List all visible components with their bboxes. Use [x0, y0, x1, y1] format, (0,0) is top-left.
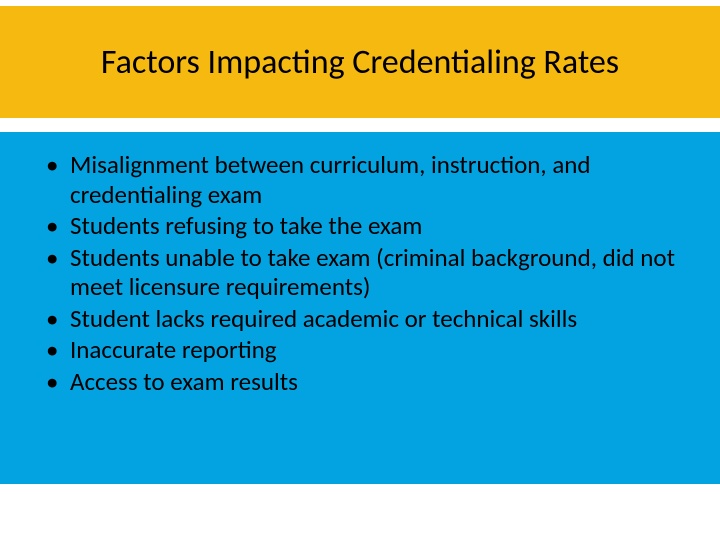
title-band: Factors Impacting Credentialing Rates	[0, 6, 720, 118]
bullet-list: Misalignment between curriculum, instruc…	[44, 150, 684, 398]
list-item: Misalignment between curriculum, instruc…	[44, 150, 684, 209]
slide: Factors Impacting Credentialing Rates Mi…	[0, 0, 720, 540]
list-item: Student lacks required academic or techn…	[44, 304, 684, 334]
list-item: Students refusing to take the exam	[44, 211, 684, 241]
slide-title: Factors Impacting Credentialing Rates	[101, 42, 619, 83]
list-item: Inaccurate reporting	[44, 335, 684, 365]
list-item: Access to exam results	[44, 367, 684, 397]
list-item: Students unable to take exam (criminal b…	[44, 243, 684, 302]
